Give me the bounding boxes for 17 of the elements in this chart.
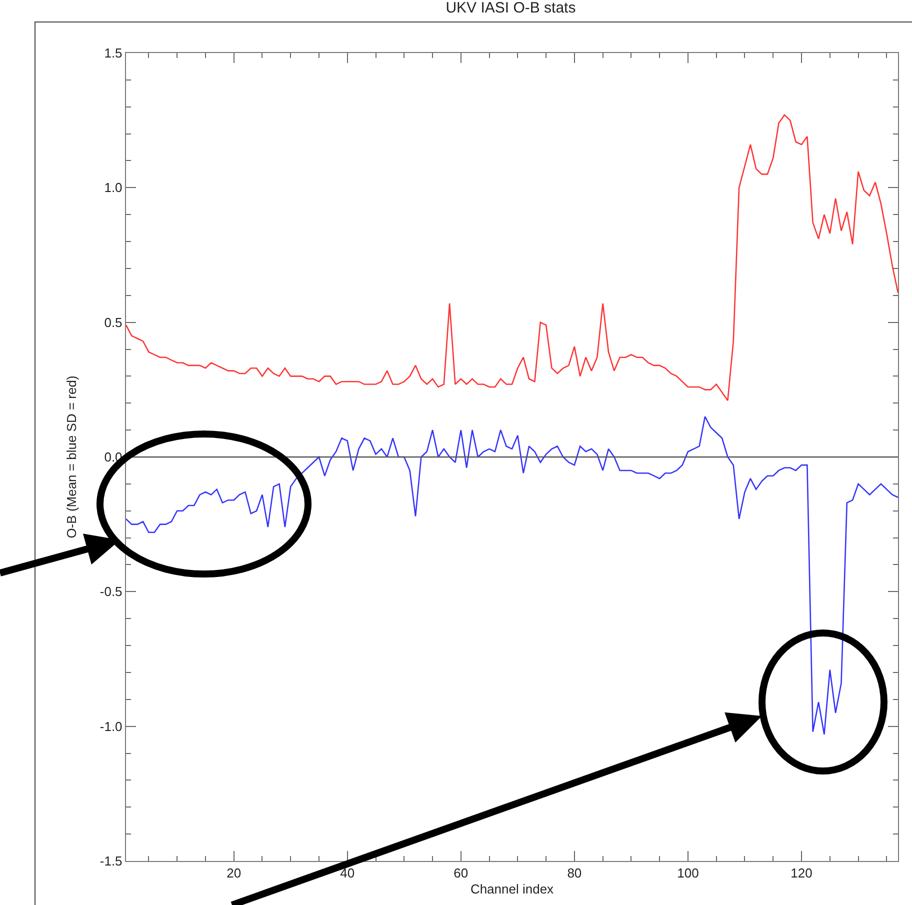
line-series [126, 416, 898, 736]
x-tick-label: 80 [567, 866, 582, 881]
x-tick-label: 60 [454, 866, 468, 881]
y-tick-label: 1.0 [104, 180, 122, 196]
line-series [126, 114, 898, 402]
x-tick-label: 40 [340, 866, 355, 881]
y-tick-label: -1.5 [100, 854, 122, 869]
x-axis-title: Channel index [470, 881, 554, 896]
x-tick-label: 120 [790, 866, 812, 881]
y-tick-label: 1.5 [104, 46, 122, 61]
y-axis-title: O-B (Mean = blue SD = red) [64, 376, 79, 538]
chart-title: UKV IASI O-B stats [446, 0, 576, 16]
y-tick-label: -1.0 [100, 718, 122, 734]
x-tick-label: 20 [226, 866, 242, 881]
y-tick-label: -0.5 [100, 584, 122, 600]
x-tick-label: 100 [677, 866, 699, 881]
y-tick-label: 0.5 [104, 314, 122, 330]
